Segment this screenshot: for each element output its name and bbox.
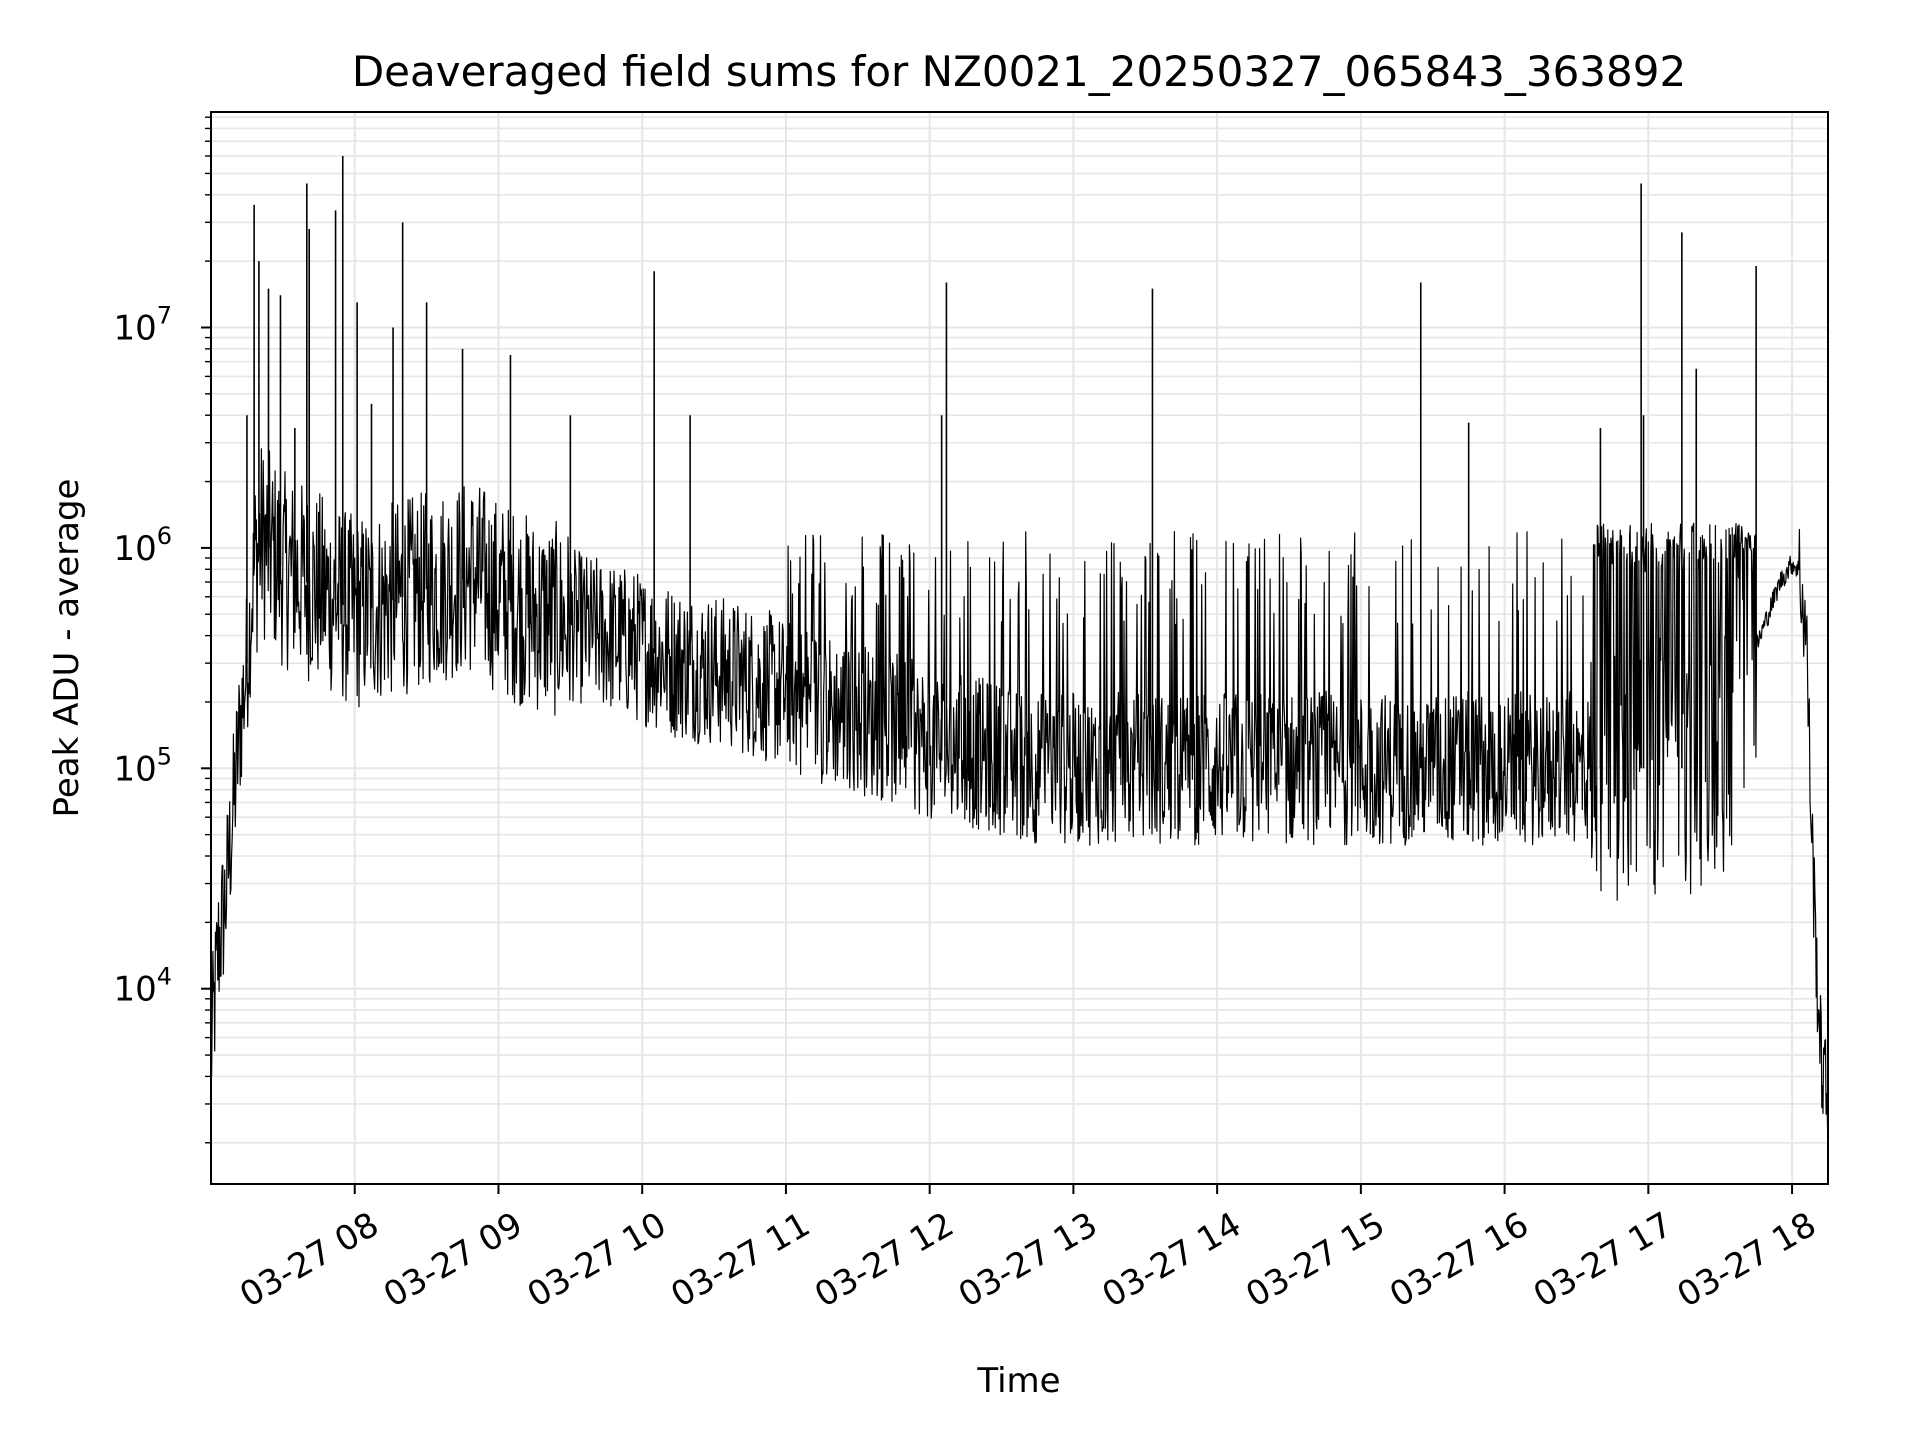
- series-line-path: [211, 448, 1828, 1148]
- y-tick-label: 104: [113, 963, 172, 1010]
- series-line: [211, 155, 1828, 1148]
- y-tick-label: 106: [113, 522, 172, 569]
- y-tick-label-exponent: 6: [157, 522, 172, 550]
- y-tick-label-exponent: 5: [157, 742, 172, 770]
- y-tick-label-base: 10: [113, 970, 156, 1010]
- plot-frame: [210, 111, 1829, 1185]
- y-tick-label: 105: [113, 742, 172, 789]
- y-tick-label-exponent: 4: [157, 963, 172, 991]
- y-tick-label-exponent: 7: [157, 301, 172, 329]
- y-tick-label-base: 10: [113, 529, 156, 569]
- y-tick-label: 107: [113, 301, 172, 348]
- y-axis-label: Peak ADU - average: [47, 479, 87, 818]
- plot-area: [211, 155, 1828, 1148]
- x-axis-label: Time: [976, 1361, 1060, 1401]
- y-tick-label-base: 10: [113, 308, 156, 348]
- chart-title: Deaveraged field sums for NZ0021_2025032…: [352, 47, 1686, 96]
- y-tick-label-base: 10: [113, 749, 156, 789]
